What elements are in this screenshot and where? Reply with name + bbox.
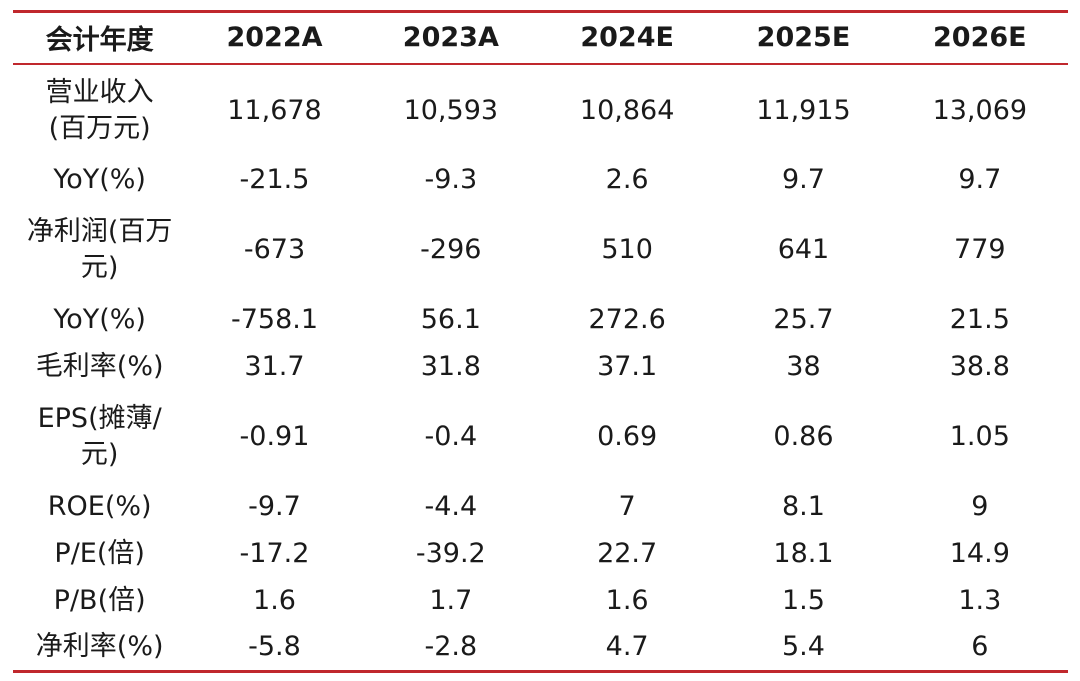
header-2025e: 2025E	[715, 10, 892, 65]
table-cell: -673	[243, 234, 306, 265]
row-label-text: 营业收入(百万元)	[45, 76, 154, 144]
row-label: P/B(倍)	[53, 585, 146, 616]
header-2024e: 2024E	[538, 10, 716, 65]
row-label: 营业收入(百万元)	[13, 64, 186, 157]
table-cell: -21.5	[239, 164, 310, 195]
table-cell: -0.91	[239, 421, 310, 452]
table-cell: 779	[954, 234, 1006, 265]
table-cell: 21.5	[949, 304, 1010, 335]
table-cell: 6	[891, 624, 1068, 673]
table-cell: 25.7	[773, 304, 834, 335]
row-label: YoY(%)	[53, 164, 146, 195]
table-cell: 272.6	[588, 304, 666, 335]
header-fiscal-year: 会计年度	[13, 10, 187, 65]
row-label: 毛利率(%)	[35, 351, 164, 382]
table-row: P/E(倍) -17.2 -39.2 22.7 18.1 14.9	[13, 531, 1068, 578]
table-cell: 0.69	[597, 421, 658, 452]
table-cell: 22.7	[597, 538, 658, 569]
table-cell: -39.2	[415, 538, 486, 569]
table-cell: 1.5	[782, 585, 825, 616]
table-cell: 1.6	[253, 585, 296, 616]
table-cell: 37.1	[597, 351, 658, 382]
table-cell: 7	[618, 491, 636, 522]
table-cell: -0.4	[424, 421, 478, 452]
table-cell: -4.4	[424, 491, 478, 522]
table-row: ROE(%) -9.7 -4.4 7 8.1 9	[13, 484, 1068, 531]
table-row: YoY(%) -758.1 56.1 272.6 25.7 21.5	[13, 297, 1068, 344]
table-cell: 56.1	[420, 304, 481, 335]
table-cell: 4.7	[538, 624, 716, 673]
row-label: YoY(%)	[53, 304, 146, 335]
table-cell: 9	[971, 491, 989, 522]
table-cell: 9.7	[958, 164, 1002, 195]
table-cell: 1.3	[958, 585, 1002, 616]
table-cell: 38	[786, 351, 821, 382]
table-cell: 11,915	[756, 94, 851, 126]
table-cell: 31.8	[420, 351, 481, 382]
table-cell: -296	[420, 234, 482, 265]
header-2022a: 2022A	[186, 10, 363, 65]
financial-forecast-table: 会计年度 2022A 2023A 2024E 2025E 2026E 营业收入(…	[13, 10, 1068, 673]
row-label: 净利率(%)	[13, 624, 187, 673]
table-cell: 1.6	[605, 585, 649, 616]
table-cell: 0.86	[773, 421, 834, 452]
table-cell: 11,678	[227, 94, 322, 126]
table-cell: 10,864	[579, 94, 675, 126]
table-cell: -17.2	[239, 538, 310, 569]
table-row: 净利润(百万元) -673 -296 510 641 779	[13, 204, 1068, 297]
table-cell: 1.05	[949, 421, 1010, 452]
row-label-text: EPS(摊薄/元)	[37, 403, 162, 470]
table-row: 毛利率(%) 31.7 31.8 37.1 38 38.8	[13, 344, 1068, 391]
row-label: P/E(倍)	[54, 538, 145, 569]
financial-forecast-table-wrapper: 会计年度 2022A 2023A 2024E 2025E 2026E 营业收入(…	[13, 10, 1068, 673]
table-cell: 641	[777, 234, 830, 265]
table-cell: 2.6	[605, 164, 649, 195]
table-row: EPS(摊薄/元) -0.91 -0.4 0.69 0.86 1.05	[13, 391, 1068, 484]
table-cell: 1.7	[429, 585, 473, 616]
table-cell: 13,069	[932, 94, 1028, 126]
table-cell: -9.3	[424, 164, 478, 195]
table-cell: 14.9	[949, 538, 1010, 569]
header-2026e: 2026E	[891, 10, 1068, 65]
row-label: ROE(%)	[47, 491, 152, 522]
table-cell: -2.8	[362, 624, 539, 673]
row-label-text: 净利润(百万元)	[26, 216, 173, 283]
table-cell: -5.8	[186, 624, 363, 673]
table-row: 净利率(%) -5.8 -2.8 4.7 5.4 6	[13, 624, 1068, 673]
table-cell: 510	[601, 234, 653, 265]
table-header-row: 会计年度 2022A 2023A 2024E 2025E 2026E	[13, 10, 1068, 65]
table-cell: 10,593	[403, 94, 499, 126]
table-row: 营业收入(百万元) 11,678 10,593 10,864 11,915 13…	[13, 64, 1068, 157]
table-cell: 18.1	[773, 538, 834, 569]
table-cell: 38.8	[949, 351, 1010, 382]
table-cell: -9.7	[248, 491, 301, 522]
table-row: P/B(倍) 1.6 1.7 1.6 1.5 1.3	[13, 578, 1068, 625]
table-row: YoY(%) -21.5 -9.3 2.6 9.7 9.7	[13, 157, 1068, 204]
table-cell: -758.1	[230, 304, 319, 335]
table-cell: 8.1	[782, 491, 825, 522]
table-cell: 31.7	[244, 351, 305, 382]
table-cell: 9.7	[782, 164, 825, 195]
table-cell: 5.4	[715, 624, 892, 673]
row-label: EPS(摊薄/元)	[13, 391, 186, 484]
row-label: 净利润(百万元)	[13, 204, 186, 297]
header-2023a: 2023A	[362, 10, 539, 65]
